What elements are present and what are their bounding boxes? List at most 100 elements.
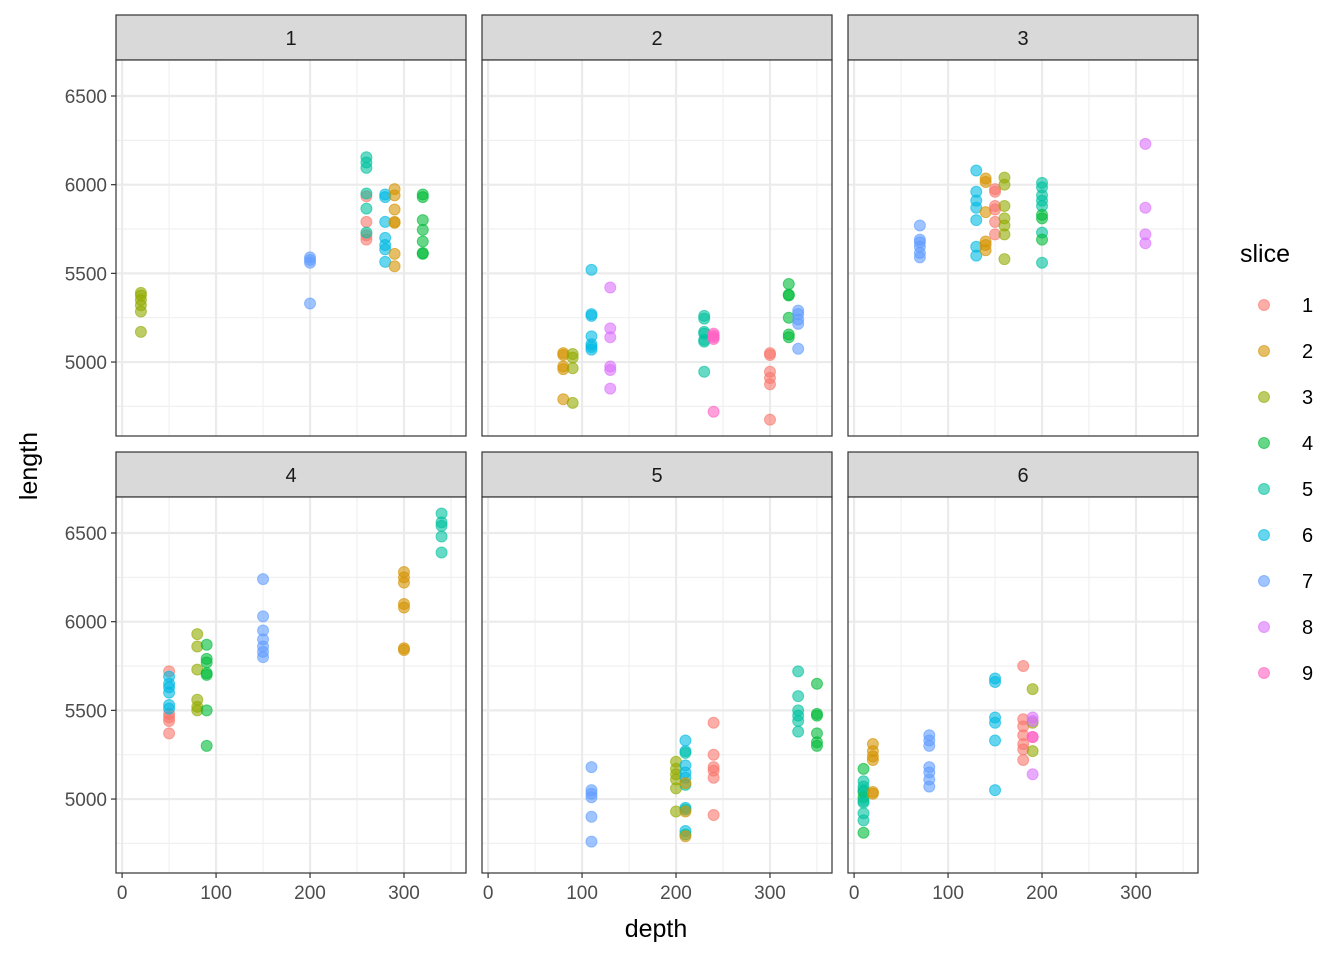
legend-label: 4	[1302, 433, 1313, 455]
data-point-slice-6	[679, 734, 692, 747]
data-point-slice-2	[679, 805, 692, 818]
data-point-slice-2	[397, 576, 410, 589]
x-tick-label: 300	[388, 883, 420, 904]
data-point-slice-5	[857, 814, 870, 827]
data-point-slice-2	[866, 787, 879, 800]
data-point-slice-2	[397, 601, 410, 614]
data-point-slice-6	[989, 734, 1002, 747]
points-panel-3	[913, 137, 1152, 269]
data-point-slice-3	[134, 305, 147, 318]
data-point-slice-7	[257, 651, 270, 664]
legend-label: 2	[1302, 341, 1313, 363]
data-point-slice-4	[782, 278, 795, 291]
data-point-slice-3	[134, 325, 147, 338]
data-point-slice-1	[763, 348, 776, 361]
y-tick-label: 6000	[65, 613, 107, 634]
data-point-slice-6	[585, 263, 598, 276]
legend-label: 8	[1302, 617, 1313, 639]
panel-border	[115, 496, 467, 874]
data-point-slice-8	[1026, 715, 1039, 728]
data-point-slice-4	[782, 289, 795, 302]
y-tick-label: 6500	[65, 524, 107, 545]
data-point-slice-1	[1017, 754, 1030, 767]
data-point-slice-5	[435, 519, 448, 532]
y-tick-label: 5500	[65, 701, 107, 722]
data-point-slice-4	[810, 709, 823, 722]
data-point-slice-5	[792, 725, 805, 738]
x-tick-label: 100	[200, 883, 232, 904]
data-point-slice-1	[707, 771, 720, 784]
legend-key	[1258, 437, 1270, 449]
data-point-slice-4	[1036, 212, 1049, 225]
legend-entry-7: 7	[1258, 571, 1313, 593]
facet-strip	[481, 14, 833, 61]
data-point-slice-4	[782, 331, 795, 344]
panel-border	[847, 59, 1199, 437]
legend-entry-4: 4	[1258, 433, 1313, 455]
data-point-slice-5	[360, 187, 373, 200]
legend-key	[1258, 575, 1270, 587]
points-panel-1	[134, 151, 429, 338]
data-point-slice-6	[989, 784, 1002, 797]
data-point-slice-5	[435, 546, 448, 559]
data-point-slice-1	[163, 727, 176, 740]
data-point-slice-1	[763, 378, 776, 391]
data-point-slice-8	[604, 281, 617, 294]
data-point-slice-1	[163, 715, 176, 728]
data-point-slice-7	[304, 256, 317, 269]
data-point-slice-3	[1026, 683, 1039, 696]
data-point-slice-4	[810, 677, 823, 690]
data-point-slice-5	[360, 202, 373, 215]
data-point-slice-8	[1139, 137, 1152, 150]
legend-key	[1258, 529, 1270, 541]
panel-border	[481, 59, 833, 437]
data-point-slice-1	[763, 413, 776, 426]
data-point-slice-3	[191, 628, 204, 641]
data-point-slice-4	[200, 656, 213, 669]
data-point-slice-3	[566, 362, 579, 375]
legend-key	[1258, 621, 1270, 633]
data-point-slice-4	[416, 235, 429, 248]
data-point-slice-1	[360, 215, 373, 228]
plot-background	[848, 497, 1198, 873]
data-point-slice-7	[257, 573, 270, 586]
legend-key	[1258, 345, 1270, 357]
data-point-slice-4	[857, 762, 870, 775]
x-axis-title: depth	[625, 915, 688, 943]
legend-key	[1258, 483, 1270, 495]
facet-strip	[115, 451, 467, 498]
data-point-slice-7	[913, 219, 926, 232]
data-point-slice-2	[979, 176, 992, 189]
data-point-slice-5	[857, 796, 870, 809]
legend-entry-1: 1	[1258, 295, 1313, 317]
data-point-slice-3	[998, 178, 1011, 191]
x-tick-label: 300	[1120, 883, 1152, 904]
data-point-slice-4	[1036, 233, 1049, 246]
data-point-slice-7	[585, 835, 598, 848]
data-point-slice-2	[397, 644, 410, 657]
data-point-slice-5	[679, 746, 692, 759]
points-panel-2	[557, 263, 805, 426]
data-point-slice-8	[1026, 768, 1039, 781]
x-tick-label: 100	[932, 883, 964, 904]
data-point-slice-4	[810, 739, 823, 752]
facet-strip-label: 3	[1017, 28, 1028, 50]
facet-strip	[481, 451, 833, 498]
legend-key	[1258, 667, 1270, 679]
legend-key	[1258, 299, 1270, 311]
panel-4: 4	[115, 451, 467, 874]
x-tick-label: 0	[483, 883, 494, 904]
legend-entry-3: 3	[1258, 387, 1313, 409]
x-tick-label: 200	[1026, 883, 1058, 904]
x-tick-label: 0	[849, 883, 860, 904]
data-point-slice-6	[970, 214, 983, 227]
panel-border	[847, 496, 1199, 874]
legend-label: 6	[1302, 525, 1313, 547]
x-tick-label: 300	[754, 883, 786, 904]
facet-strip-label: 6	[1017, 465, 1028, 487]
legend-key	[1258, 391, 1270, 403]
plot-background	[116, 60, 466, 436]
legend-label: 3	[1302, 387, 1313, 409]
data-point-slice-7	[585, 761, 598, 774]
y-tick-label: 5500	[65, 264, 107, 285]
